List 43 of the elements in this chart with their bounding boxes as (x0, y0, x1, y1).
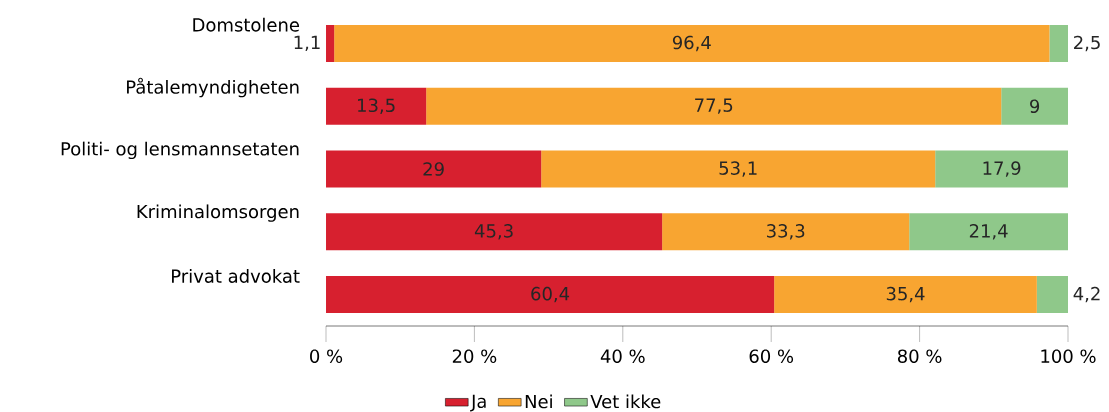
y-tick-label: Politi- og lensmannsetaten (61, 141, 299, 160)
data-label: 4,2 (1073, 286, 1100, 303)
data-label: 96,4 (672, 35, 711, 52)
data-label: 33,3 (767, 224, 805, 240)
data-label: 53,1 (719, 161, 757, 177)
x-tick-label: 20 % (452, 349, 497, 363)
x-tick-label: 60 % (749, 349, 794, 363)
bar (326, 276, 775, 314)
x-tick-label: 100 % (1041, 349, 1096, 363)
legend-label: Ja (470, 394, 486, 412)
bar (909, 213, 1069, 251)
bar (426, 87, 1002, 125)
data-label: 17,9 (983, 161, 1021, 177)
x-tick-label: 80 % (897, 349, 942, 363)
data-label: 45,3 (474, 224, 513, 240)
bar (662, 213, 910, 251)
data-label: 60,4 (531, 286, 570, 303)
data-label: 1,1 (294, 35, 320, 52)
bar (326, 213, 663, 251)
data-label: 77,5 (695, 98, 733, 114)
bar (1001, 87, 1069, 125)
data-label: 9 (1030, 99, 1040, 113)
x-tick-label: 0 % (310, 349, 343, 363)
bar (326, 87, 427, 125)
y-tick-label: Påtalemyndigheten (127, 77, 299, 98)
bar (1049, 24, 1069, 62)
data-label: 2,5 (1074, 35, 1100, 52)
bar (774, 276, 1037, 314)
data-label: 29 (423, 162, 444, 176)
bar (326, 150, 542, 188)
data-label: 13,5 (358, 98, 395, 114)
data-label: 21,4 (969, 224, 1008, 240)
legend-label: Vet ikke (590, 394, 661, 409)
bar (541, 150, 936, 188)
bar (935, 150, 1069, 188)
bar (334, 24, 1050, 62)
y-tick-label: Kriminalomsorgen (137, 204, 299, 222)
legend-label: Nei (525, 394, 552, 409)
y-tick-label: Privat advokat (172, 268, 300, 283)
data-label: 35,4 (886, 286, 925, 303)
bar (1036, 276, 1069, 314)
y-tick-label: Domstolene (193, 17, 300, 32)
x-tick-label: 40 % (600, 349, 645, 363)
